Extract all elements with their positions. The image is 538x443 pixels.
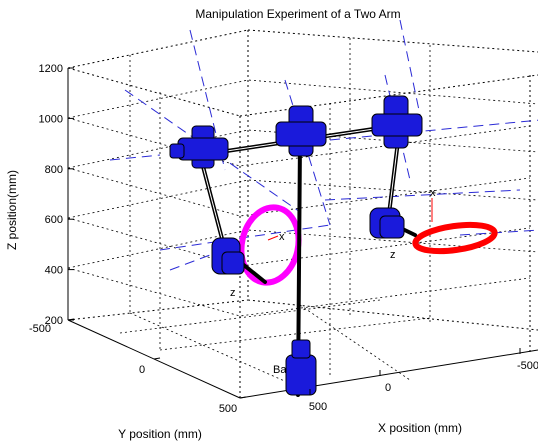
z-ticks: 200 400 600 800 1000 1200 — [39, 63, 74, 327]
x-ticks: 500 0 -500 — [309, 348, 538, 413]
y-tick-label: -500 — [29, 323, 51, 335]
annotation-left-z: z — [230, 287, 236, 299]
tick-mark — [67, 318, 75, 321]
annotation-right-z: z — [390, 249, 396, 261]
joint-right-shoulder — [371, 95, 423, 149]
z-tick-label: 400 — [45, 265, 63, 277]
left-trajectory — [238, 204, 302, 286]
z-tick-label: 1200 — [39, 63, 63, 75]
annotation-left-x: x — [279, 231, 285, 243]
z-axis-label: Z position(mm) — [5, 170, 19, 250]
y-tick-label: 0 — [139, 364, 145, 376]
annotation-right-x: x — [430, 187, 436, 199]
y-tick-label: 500 — [219, 403, 237, 415]
joint-left-wrist — [211, 237, 245, 275]
x-tick-label: 0 — [385, 382, 391, 394]
joint-left-shoulder — [169, 125, 229, 169]
joint-torso — [275, 105, 327, 157]
chart-title: Manipulation Experiment of a Two Arm — [195, 7, 400, 21]
annotation-base: Ba — [273, 364, 287, 376]
right-trajectory — [412, 221, 498, 255]
z-tick-label: 800 — [45, 164, 63, 176]
joint-right-wrist — [369, 207, 405, 239]
y-axis-label: Y position (mm) — [118, 427, 202, 441]
joint-base — [285, 339, 317, 396]
x-axis-label: X position (mm) — [378, 421, 462, 435]
z-tick-label: 200 — [45, 315, 63, 327]
z-tick-label: 600 — [45, 214, 63, 226]
x-tick-label: -500 — [517, 360, 538, 372]
joints — [169, 95, 423, 396]
tick-mark — [153, 357, 161, 360]
left-frame — [267, 235, 279, 241]
z-tick-label: 1000 — [39, 113, 63, 125]
y-ticks: -500 0 500 — [29, 318, 247, 415]
tick-mark — [239, 396, 247, 399]
grid — [67, 38, 538, 391]
x-tick-label: 500 — [309, 401, 327, 413]
